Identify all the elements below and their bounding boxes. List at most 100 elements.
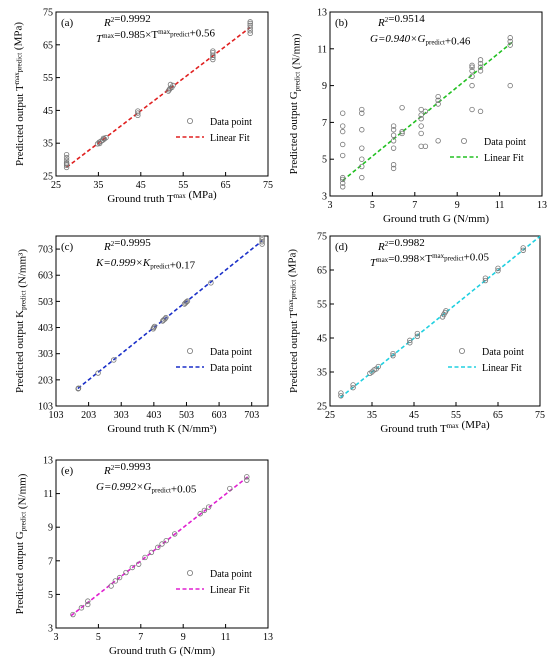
data-point bbox=[390, 352, 396, 359]
x-tick-label: 7 bbox=[138, 632, 143, 643]
data-point bbox=[151, 323, 158, 330]
data-point bbox=[435, 101, 441, 107]
y-tick-label: 503 bbox=[38, 297, 53, 308]
y-tick-label: 103 bbox=[38, 402, 53, 413]
legend-label: Data point bbox=[482, 347, 524, 358]
x-tick-label: 503 bbox=[179, 410, 194, 421]
data-point bbox=[359, 163, 365, 170]
data-point bbox=[123, 569, 129, 576]
x-tick-label: 9 bbox=[455, 200, 460, 211]
data-point bbox=[148, 549, 155, 556]
data-point bbox=[418, 123, 424, 129]
data-point bbox=[247, 22, 253, 29]
y-tick-label: 3 bbox=[48, 624, 53, 635]
y-tick-label: 35 bbox=[43, 139, 53, 150]
data-point bbox=[477, 108, 484, 115]
data-point bbox=[422, 143, 429, 150]
data-point bbox=[340, 110, 346, 116]
data-point bbox=[247, 27, 253, 34]
panel-label: (e) bbox=[61, 465, 74, 477]
data-point bbox=[135, 110, 141, 116]
data-point bbox=[359, 106, 365, 113]
panel-c: 103 203 303 403 503 603 703 103 203 303 403 503 603 7… bbox=[14, 235, 269, 435]
y-axis-label: Predicted output Tmaxpredict (MPa) bbox=[13, 22, 27, 166]
data-point bbox=[155, 544, 161, 551]
data-point bbox=[359, 156, 365, 162]
x-axis-label: Ground truth Tmax (MPa) bbox=[380, 419, 490, 435]
x-tick-label: 11 bbox=[495, 200, 505, 211]
data-point bbox=[390, 162, 397, 168]
y-tick-label: 45 bbox=[43, 106, 53, 117]
y-axis-label: Predicted output Kpredict (N/mm³) bbox=[14, 249, 29, 393]
plot-frame bbox=[329, 235, 541, 407]
fit-equation: G=0.992×Gpredict+0.05 bbox=[96, 481, 197, 496]
data-point bbox=[418, 116, 424, 122]
data-point bbox=[96, 140, 103, 147]
data-point bbox=[167, 81, 174, 88]
data-point bbox=[507, 38, 513, 45]
x-axis-label: Ground truth G (N/mm) bbox=[383, 213, 489, 225]
y-axis-label: Predicted output Gpredict (N/mm) bbox=[288, 33, 303, 174]
data-point bbox=[63, 151, 70, 158]
data-point bbox=[338, 390, 344, 396]
r2-annotation: R2=0.9514 bbox=[377, 13, 425, 29]
y-tick-label: 7 bbox=[322, 118, 327, 129]
data-point bbox=[390, 132, 397, 138]
data-point bbox=[469, 62, 475, 69]
data-point bbox=[390, 145, 397, 151]
data-point bbox=[477, 60, 484, 67]
data-point bbox=[63, 157, 70, 163]
data-point bbox=[435, 97, 441, 104]
data-point bbox=[208, 280, 214, 286]
y-tick-label: 5 bbox=[322, 155, 327, 166]
data-point bbox=[375, 363, 381, 370]
data-point bbox=[210, 48, 216, 54]
x-tick-label: 103 bbox=[49, 410, 64, 421]
data-point bbox=[259, 239, 265, 245]
legend-label: Linear Fit bbox=[210, 133, 250, 144]
y-tick-label: 75 bbox=[317, 232, 327, 243]
x-tick-label: 703 bbox=[244, 410, 259, 421]
panel-label: (d) bbox=[335, 241, 348, 253]
legend-label: Linear Fit bbox=[484, 153, 524, 164]
fit-line bbox=[66, 26, 251, 168]
data-point bbox=[159, 541, 165, 547]
y-tick-label: 65 bbox=[317, 266, 327, 277]
x-tick-label: 9 bbox=[181, 632, 186, 643]
panel-label: (c) bbox=[61, 241, 74, 253]
x-tick-label: 65 bbox=[493, 410, 503, 421]
data-point bbox=[95, 370, 101, 376]
data-point bbox=[108, 583, 114, 589]
data-point bbox=[418, 112, 424, 118]
data-point bbox=[94, 141, 101, 147]
y-tick-label: 303 bbox=[38, 349, 53, 360]
x-tick-label: 35 bbox=[93, 180, 103, 191]
r2-annotation: R2=0.9992 bbox=[103, 13, 151, 29]
data-point bbox=[205, 504, 212, 510]
data-point bbox=[390, 123, 397, 129]
data-point bbox=[495, 265, 501, 271]
x-tick-label: 7 bbox=[412, 200, 417, 211]
data-point bbox=[507, 42, 513, 48]
data-point bbox=[183, 299, 190, 305]
data-point bbox=[78, 605, 85, 611]
data-point bbox=[197, 511, 203, 517]
data-point bbox=[414, 333, 421, 339]
data-point bbox=[390, 165, 397, 172]
x-tick-label: 55 bbox=[178, 180, 188, 191]
fit-equation: K=0.999×Kpredict+0.17 bbox=[95, 257, 196, 272]
legend-label: Data point bbox=[210, 347, 252, 358]
y-tick-label: 11 bbox=[43, 489, 53, 500]
x-tick-label: 75 bbox=[263, 180, 273, 191]
data-point bbox=[112, 578, 119, 584]
r2-annotation: R2=0.9993 bbox=[103, 461, 151, 477]
data-point bbox=[507, 82, 513, 89]
data-point bbox=[100, 135, 107, 141]
data-point bbox=[520, 247, 526, 253]
fit-line bbox=[342, 41, 513, 182]
legend-label: Linear Fit bbox=[482, 363, 522, 374]
data-point bbox=[407, 340, 413, 346]
y-tick-label: 603 bbox=[38, 271, 53, 282]
